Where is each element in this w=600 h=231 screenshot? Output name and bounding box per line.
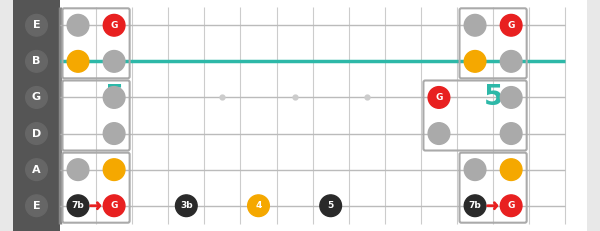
Text: G: G <box>32 92 41 103</box>
Text: E: E <box>33 201 40 211</box>
Circle shape <box>500 195 522 217</box>
Circle shape <box>67 159 89 180</box>
Circle shape <box>103 14 125 36</box>
Text: B: B <box>32 56 41 66</box>
Circle shape <box>103 51 125 72</box>
Circle shape <box>26 123 47 144</box>
Text: D: D <box>32 128 41 139</box>
Circle shape <box>428 87 450 108</box>
Circle shape <box>26 159 47 180</box>
Circle shape <box>464 159 486 180</box>
Text: G: G <box>435 93 443 102</box>
Circle shape <box>26 51 47 72</box>
Circle shape <box>175 195 197 217</box>
Circle shape <box>500 159 522 180</box>
Text: A: A <box>32 165 41 175</box>
Text: 5: 5 <box>484 83 503 111</box>
Text: 4: 4 <box>256 201 262 210</box>
Circle shape <box>26 14 47 36</box>
Text: G: G <box>110 21 118 30</box>
Circle shape <box>500 51 522 72</box>
Circle shape <box>67 195 89 217</box>
Text: 7b: 7b <box>469 201 481 210</box>
FancyBboxPatch shape <box>60 0 587 231</box>
Text: 3b: 3b <box>180 201 193 210</box>
Circle shape <box>464 51 486 72</box>
Text: G: G <box>508 21 515 30</box>
Circle shape <box>500 123 522 144</box>
Text: E: E <box>33 20 40 30</box>
Circle shape <box>26 87 47 108</box>
Circle shape <box>428 123 450 144</box>
Circle shape <box>103 195 125 217</box>
Circle shape <box>320 195 341 217</box>
Circle shape <box>67 14 89 36</box>
Circle shape <box>500 14 522 36</box>
Circle shape <box>26 195 47 217</box>
Circle shape <box>103 87 125 108</box>
Text: G: G <box>110 201 118 210</box>
Circle shape <box>103 123 125 144</box>
Circle shape <box>464 14 486 36</box>
Circle shape <box>103 159 125 180</box>
Circle shape <box>500 87 522 108</box>
Circle shape <box>248 195 269 217</box>
Text: 5: 5 <box>104 83 124 111</box>
Text: 5: 5 <box>328 201 334 210</box>
Text: 7b: 7b <box>71 201 85 210</box>
Circle shape <box>464 195 486 217</box>
FancyBboxPatch shape <box>13 0 60 231</box>
Circle shape <box>67 51 89 72</box>
Text: G: G <box>508 201 515 210</box>
